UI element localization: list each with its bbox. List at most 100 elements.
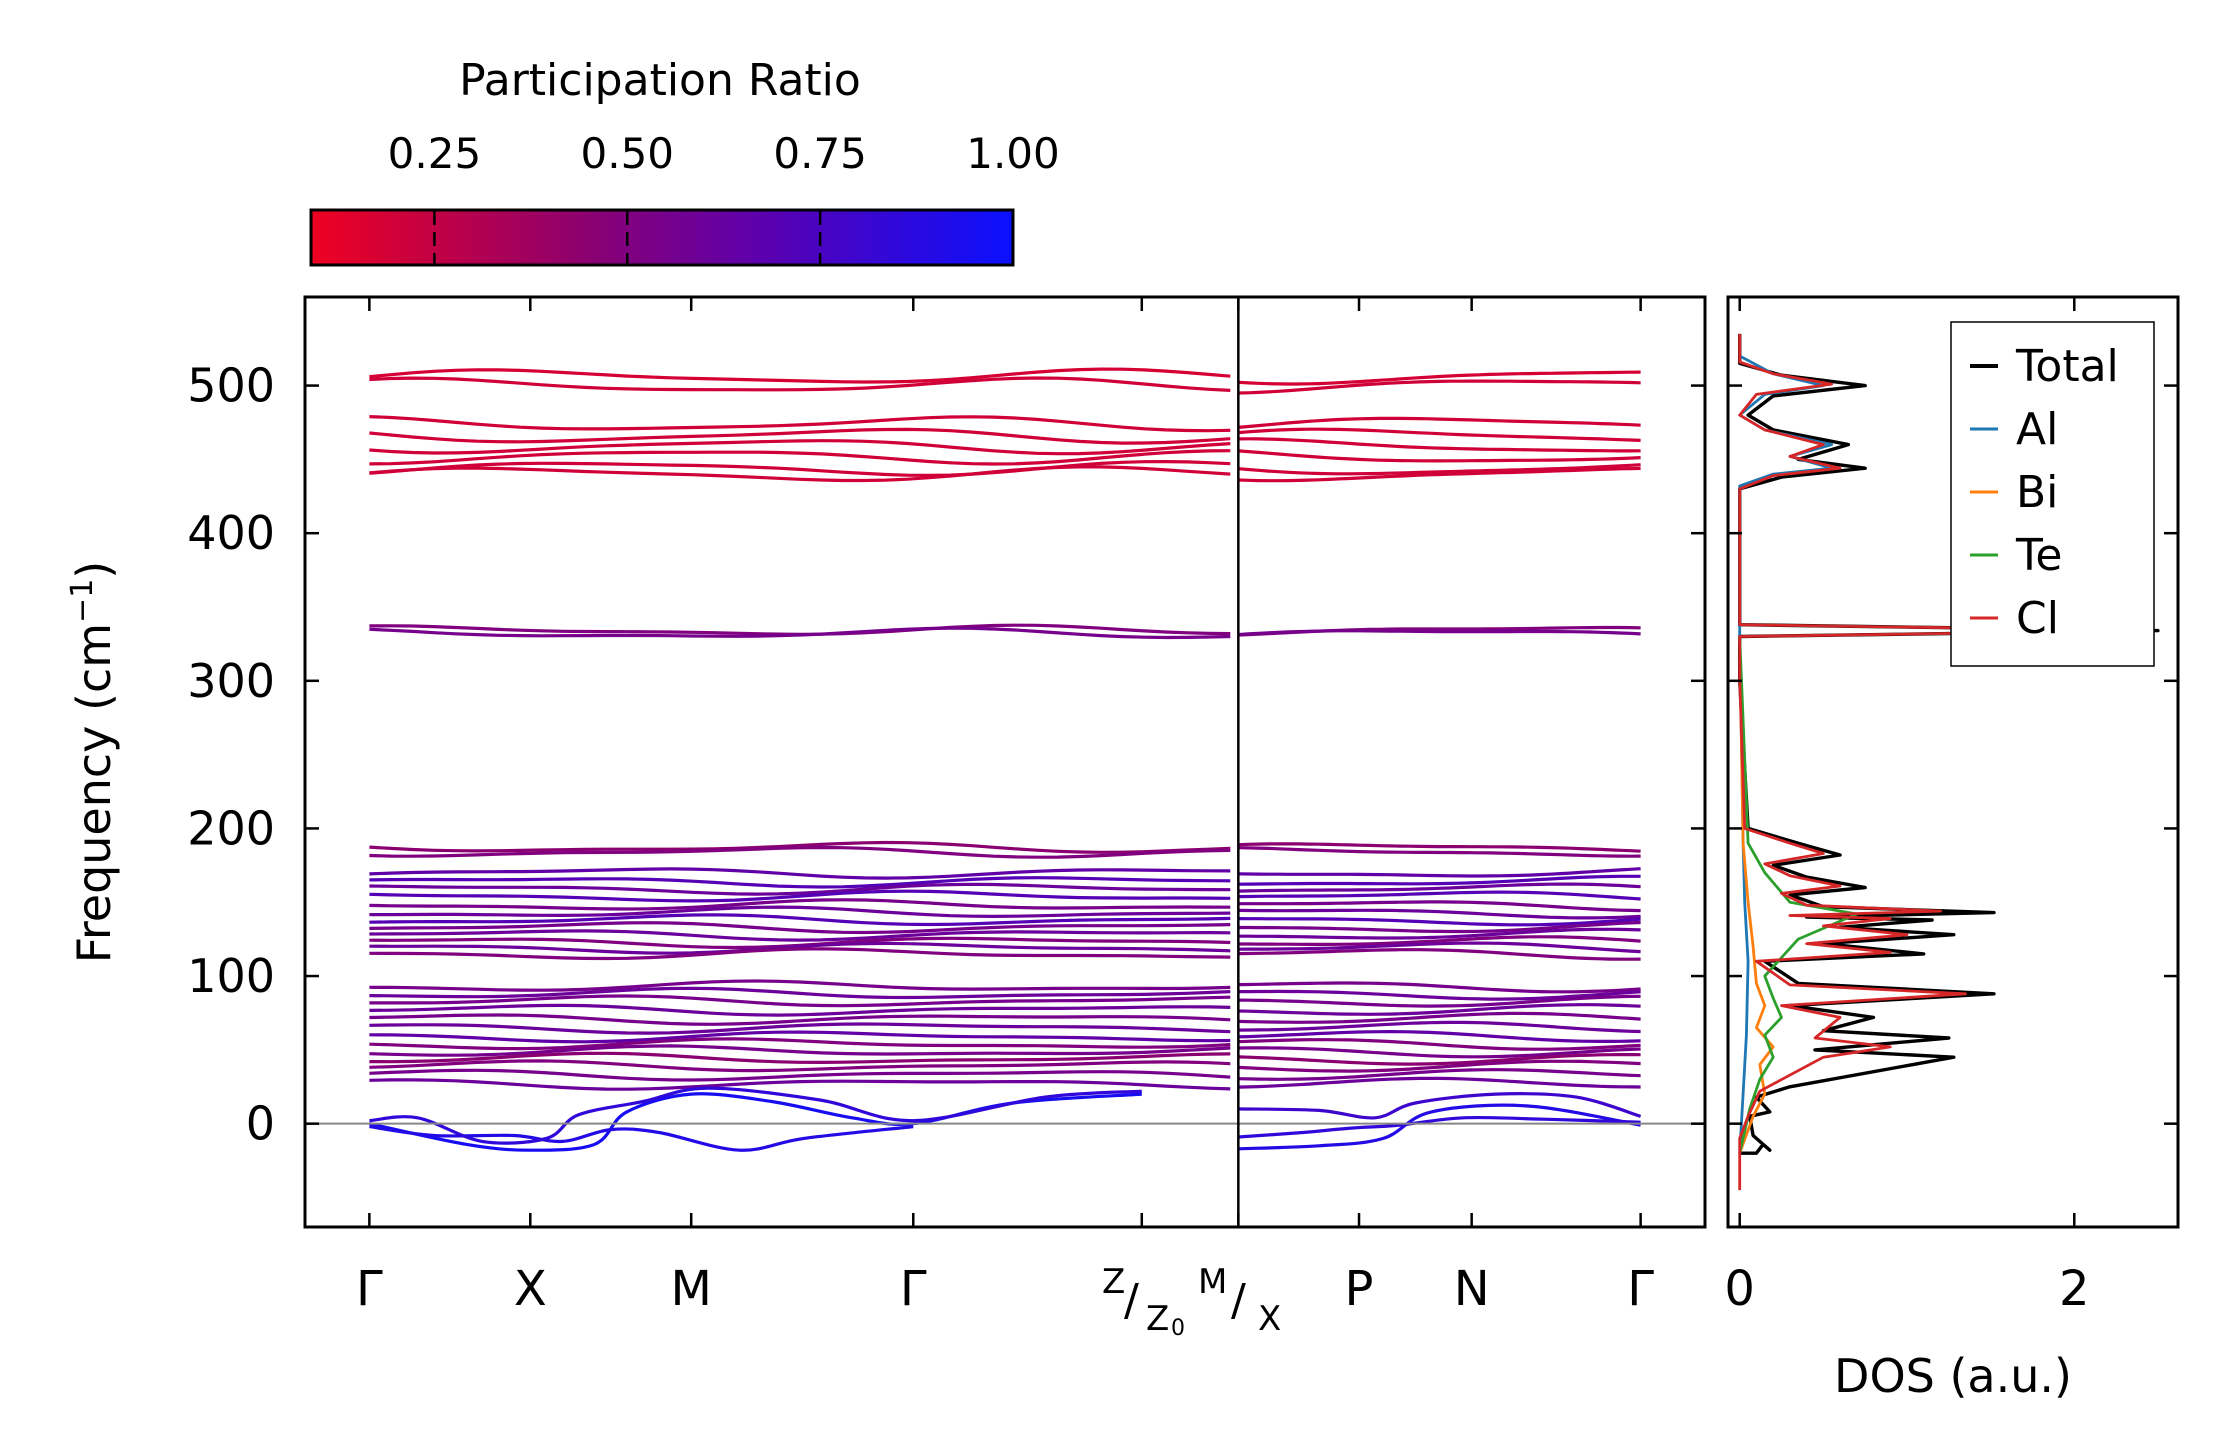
phonon-band [369,882,1231,896]
phonon-band [1238,874,1641,886]
y-tick-label: 300 [187,654,275,708]
phonon-band [369,898,1231,911]
legend-entry: Cl [2016,593,2059,644]
phonon-band [369,1030,1231,1044]
legend-entry: Al [2016,404,2058,455]
dos-legend: Total Al Bi Te Cl [1950,321,2155,667]
colorbar-label: Participation Ratio [459,55,861,106]
phonon-band [369,913,1231,927]
high-symmetry-label: Γ [1627,1261,1654,1317]
phonon-band [1238,1059,1641,1073]
phonon-band [1238,1029,1641,1043]
phonon-band [1238,890,1641,901]
phonon-band [369,459,1231,478]
acoustic-band [1238,1092,1642,1120]
break-label-m: M [1198,1262,1227,1302]
phonon-band [369,1037,1231,1051]
dos-x-tick-label: 2 [2059,1261,2090,1317]
phonon-band [1238,629,1641,637]
phonon-band [1238,927,1641,940]
phonon-band [1238,989,1641,1001]
phonon-band [1238,842,1641,853]
colorbar-tick-label: 1.00 [966,129,1060,178]
phonon-band [1238,416,1641,429]
colorbar-tick-label: 0.50 [581,129,675,178]
phonon-band [369,367,1231,384]
phonon-band [369,449,1231,466]
dos-x-tick-label: 0 [1724,1261,1755,1317]
phonon-band [1238,935,1641,946]
phonon-band [1238,370,1641,386]
phonon-band [369,905,1231,919]
y-tick-label: 100 [187,949,275,1003]
phonon-band [369,415,1231,433]
phonon-band [1238,900,1641,913]
colorbar-gradient [309,208,1015,267]
acoustic-band [1238,1115,1641,1139]
phonon-band [1238,994,1641,1008]
colorbar-tick-label: 0.25 [388,129,482,178]
phonon-band [1238,941,1641,954]
legend-entry: Bi [2016,467,2058,518]
phonon-band [369,1044,1231,1057]
phonon-band [369,1059,1231,1073]
band-panel-frame [303,295,1707,1229]
phonon-band [369,889,1231,903]
phonon-band [1238,1038,1641,1051]
phonon-band [369,1003,1231,1017]
phonon-band [369,1022,1231,1035]
phonon-band [369,994,1231,1008]
phonon-band [1238,1020,1641,1034]
phonon-band [1238,463,1641,476]
break-label-z0: Z [1146,1299,1169,1339]
phonon-band [1238,908,1641,920]
acoustic-band [1238,1103,1641,1151]
acoustic-band [369,1086,1142,1145]
phonon-band [369,921,1231,935]
y-tick-label: 200 [187,801,275,855]
phonon-band [1238,882,1641,893]
phonon-band [369,439,1231,456]
phonon-band [1238,379,1641,395]
break-label-x: X [1258,1299,1281,1339]
phonon-band [369,840,1231,854]
phonon-band [369,979,1231,992]
break-label-sub0: 0 [1171,1316,1185,1341]
y-tick-label: 0 [246,1097,275,1151]
y-axis-label: Frequency (cm−1) [65,561,121,964]
phonon-band [369,929,1231,942]
phonon-band [369,1051,1231,1065]
colorbar: Participation Ratio 0.25 0.50 0.75 1.00 [309,55,1060,267]
phonon-band [1238,920,1641,934]
high-symmetry-label: M [670,1261,711,1317]
phonon-band [369,947,1231,961]
phonon-band [1238,1003,1641,1016]
phonon-band [1238,846,1641,858]
phonon-band [369,1078,1231,1091]
acoustic-band [369,1125,914,1152]
dos-panel: 0 2 DOS (a.u.) Total Al Bi Te Cl [1724,295,2180,1403]
phonon-band [1238,466,1641,483]
phonon-band [369,376,1231,392]
phonon-band [369,941,1231,955]
high-symmetry-label: N [1454,1261,1490,1317]
legend-entry: Te [2015,530,2062,581]
phonon-band [1238,1076,1641,1089]
phonon-band [369,1013,1231,1026]
phonon-band [369,623,1231,636]
phonon-band [369,465,1231,483]
y-tick-label: 400 [187,506,275,560]
dos-series-bi [1738,636,1775,1154]
phonon-band [1238,437,1641,453]
phonon-band [1238,427,1641,442]
phonon-band [1238,917,1641,927]
legend-entry: Total [2015,341,2119,392]
high-symmetry-label: Γ [356,1261,383,1317]
colorbar-tick-label: 0.75 [773,129,867,178]
phonon-band [369,876,1231,889]
dos-panel-frame [1726,295,2180,1229]
phonon-band [369,427,1231,445]
break-label-slash1: / [1124,1275,1139,1326]
phonon-band [1238,1053,1641,1066]
